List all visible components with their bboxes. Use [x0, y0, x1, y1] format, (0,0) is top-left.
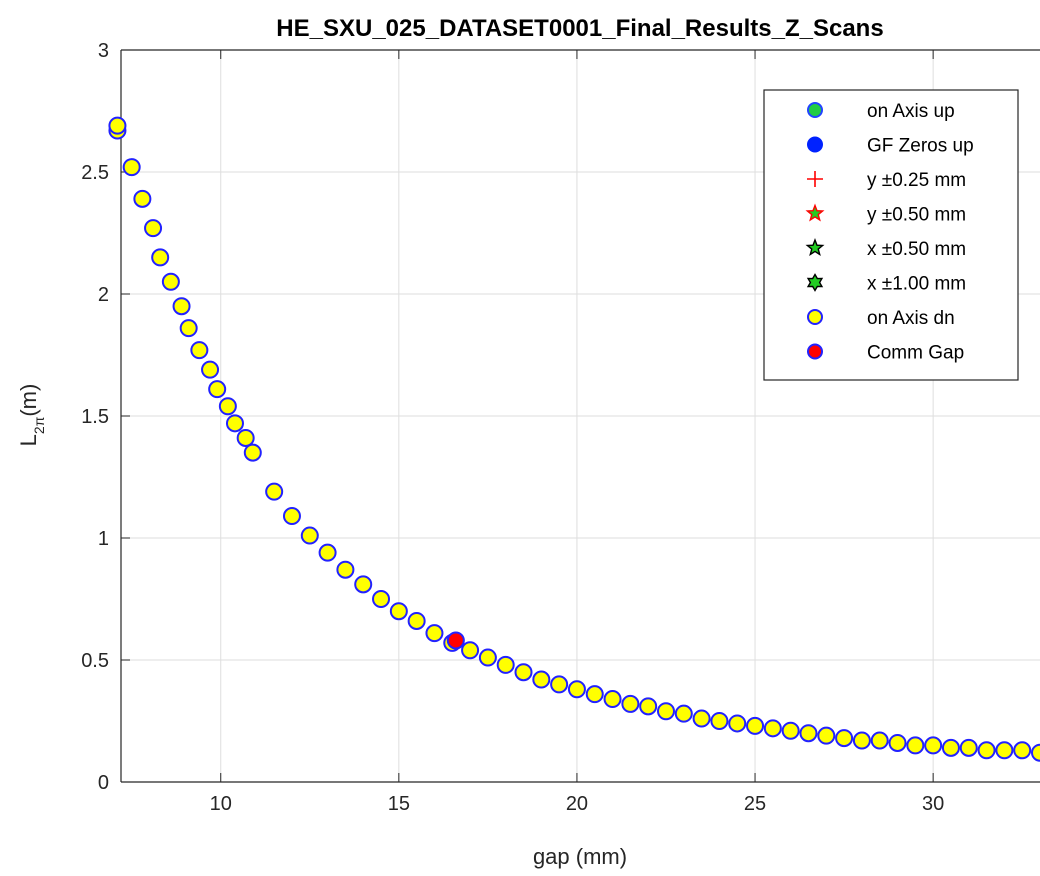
on-axis-dn-point: [888, 733, 907, 752]
on-axis-dn-point: [190, 341, 209, 360]
y-tick-label: 2: [98, 284, 109, 306]
on-axis-dn-point: [746, 716, 765, 735]
x-tick-label: 15: [388, 793, 410, 815]
on-axis-dn-point: [656, 702, 675, 721]
legend-label: on Axis dn: [867, 308, 955, 329]
on-axis-dn-point: [161, 272, 180, 291]
on-axis-dn-point: [532, 670, 551, 689]
on-axis-dn-point: [133, 189, 152, 208]
comm-gap-point: [446, 631, 465, 650]
on-axis-dn-point: [1031, 743, 1040, 762]
x-axis-label: gap (mm): [533, 844, 627, 869]
legend-label: x ±0.50 mm: [867, 239, 966, 260]
on-axis-dn-point: [407, 611, 426, 630]
x-tick-label: 20: [566, 793, 588, 815]
on-axis-dn-point: [300, 526, 319, 545]
on-axis-dn-point: [1013, 741, 1032, 760]
legend-label: on Axis up: [867, 101, 955, 122]
on-axis-dn-point: [585, 685, 604, 704]
x-tick-label: 10: [210, 793, 232, 815]
on-axis-dn-point: [478, 648, 497, 667]
on-axis-dn-point: [218, 397, 237, 416]
on-axis-dn-point: [108, 116, 127, 135]
y-axis-label-subscript: 2π: [31, 416, 47, 434]
on-axis-dn-point: [514, 663, 533, 682]
legend-label: y ±0.50 mm: [867, 205, 966, 226]
on-axis-dn-point: [817, 726, 836, 745]
on-axis-dn-point: [236, 428, 255, 447]
legend-label: x ±1.00 mm: [867, 274, 966, 295]
on-axis-dn-point: [372, 590, 391, 608]
on-axis-dn-point: [208, 380, 227, 399]
on-axis-dn-point: [977, 741, 996, 760]
legend-label: Comm Gap: [867, 343, 964, 364]
legend-label: y ±0.25 mm: [867, 170, 966, 191]
y-tick-label: 2.5: [81, 162, 109, 184]
on-axis-dn-point: [550, 675, 569, 694]
on-axis-dn-point: [639, 697, 658, 716]
on-axis-dn-point: [603, 690, 622, 709]
on-axis-dn-point: [763, 719, 782, 738]
y-axis-label-unit: (m): [16, 384, 41, 417]
x-tick-label: 25: [744, 793, 766, 815]
x-tick-label: 30: [922, 793, 944, 815]
on-axis-dn-point: [496, 655, 515, 674]
on-axis-dn-point: [243, 443, 262, 462]
on-axis-dn-point: [941, 738, 960, 757]
on-axis-dn-point: [728, 714, 747, 733]
on-axis-dn-point: [852, 731, 871, 750]
legend: on Axis up GF Zeros up y ±0.25 mm y ±0.50 m…: [763, 89, 1019, 381]
legend-box: [763, 89, 1019, 381]
on-axis-dn-point: [995, 741, 1014, 760]
on-axis-dn-point: [336, 560, 355, 579]
on-axis-dn-point: [959, 738, 978, 757]
on-axis-dn-point: [425, 624, 444, 643]
y-tick-label: 3: [98, 40, 109, 62]
on-axis-dn-point: [692, 709, 711, 728]
legend-marker: [805, 203, 825, 222]
on-axis-dn-point: [144, 219, 163, 238]
on-axis-dn-point: [710, 712, 729, 730]
on-axis-dn-point: [201, 360, 220, 379]
legend-marker: [807, 102, 823, 118]
on-axis-dn-point: [621, 694, 640, 713]
on-axis-dn-point: [781, 721, 800, 740]
legend-label: GF Zeros up: [867, 136, 974, 157]
on-axis-dn-point: [389, 602, 408, 621]
on-axis-dn-point: [151, 248, 170, 267]
on-axis-dn-point: [354, 575, 373, 594]
on-axis-dn-point: [799, 724, 818, 743]
on-axis-dn-point: [567, 680, 586, 699]
y-tick-label: 0: [98, 772, 109, 794]
y-tick-label: 1: [98, 528, 109, 550]
on-axis-dn-point: [225, 414, 244, 433]
y-tick-label: 0.5: [81, 650, 109, 672]
legend-marker: [807, 309, 823, 325]
y-axis-label-main: L: [16, 434, 41, 446]
chart-title: HE_SXU_025_DATASET0001_Final_Results_Z_S…: [276, 15, 883, 42]
on-axis-dn-point: [179, 319, 198, 338]
on-axis-dn-point: [924, 736, 943, 755]
on-axis-dn-point: [172, 297, 191, 316]
on-axis-dn-point: [122, 158, 141, 177]
on-axis-dn-point: [835, 729, 854, 748]
on-axis-dn-point: [318, 543, 337, 562]
y-axis-label: L2π(m): [16, 384, 47, 447]
on-axis-dn-point: [265, 482, 284, 501]
legend-marker: [807, 343, 823, 360]
legend-marker: [806, 273, 824, 292]
legend-marker: [805, 238, 825, 257]
legend-marker: [807, 171, 823, 187]
on-axis-dn-point: [906, 736, 925, 755]
on-axis-dn-point: [870, 731, 889, 750]
on-axis-dn-point: [674, 704, 693, 723]
y-tick-label: 1.5: [81, 406, 109, 428]
on-axis-dn-point: [282, 507, 301, 526]
legend-marker: [807, 136, 823, 153]
on-axis-dn-point: [461, 641, 480, 660]
